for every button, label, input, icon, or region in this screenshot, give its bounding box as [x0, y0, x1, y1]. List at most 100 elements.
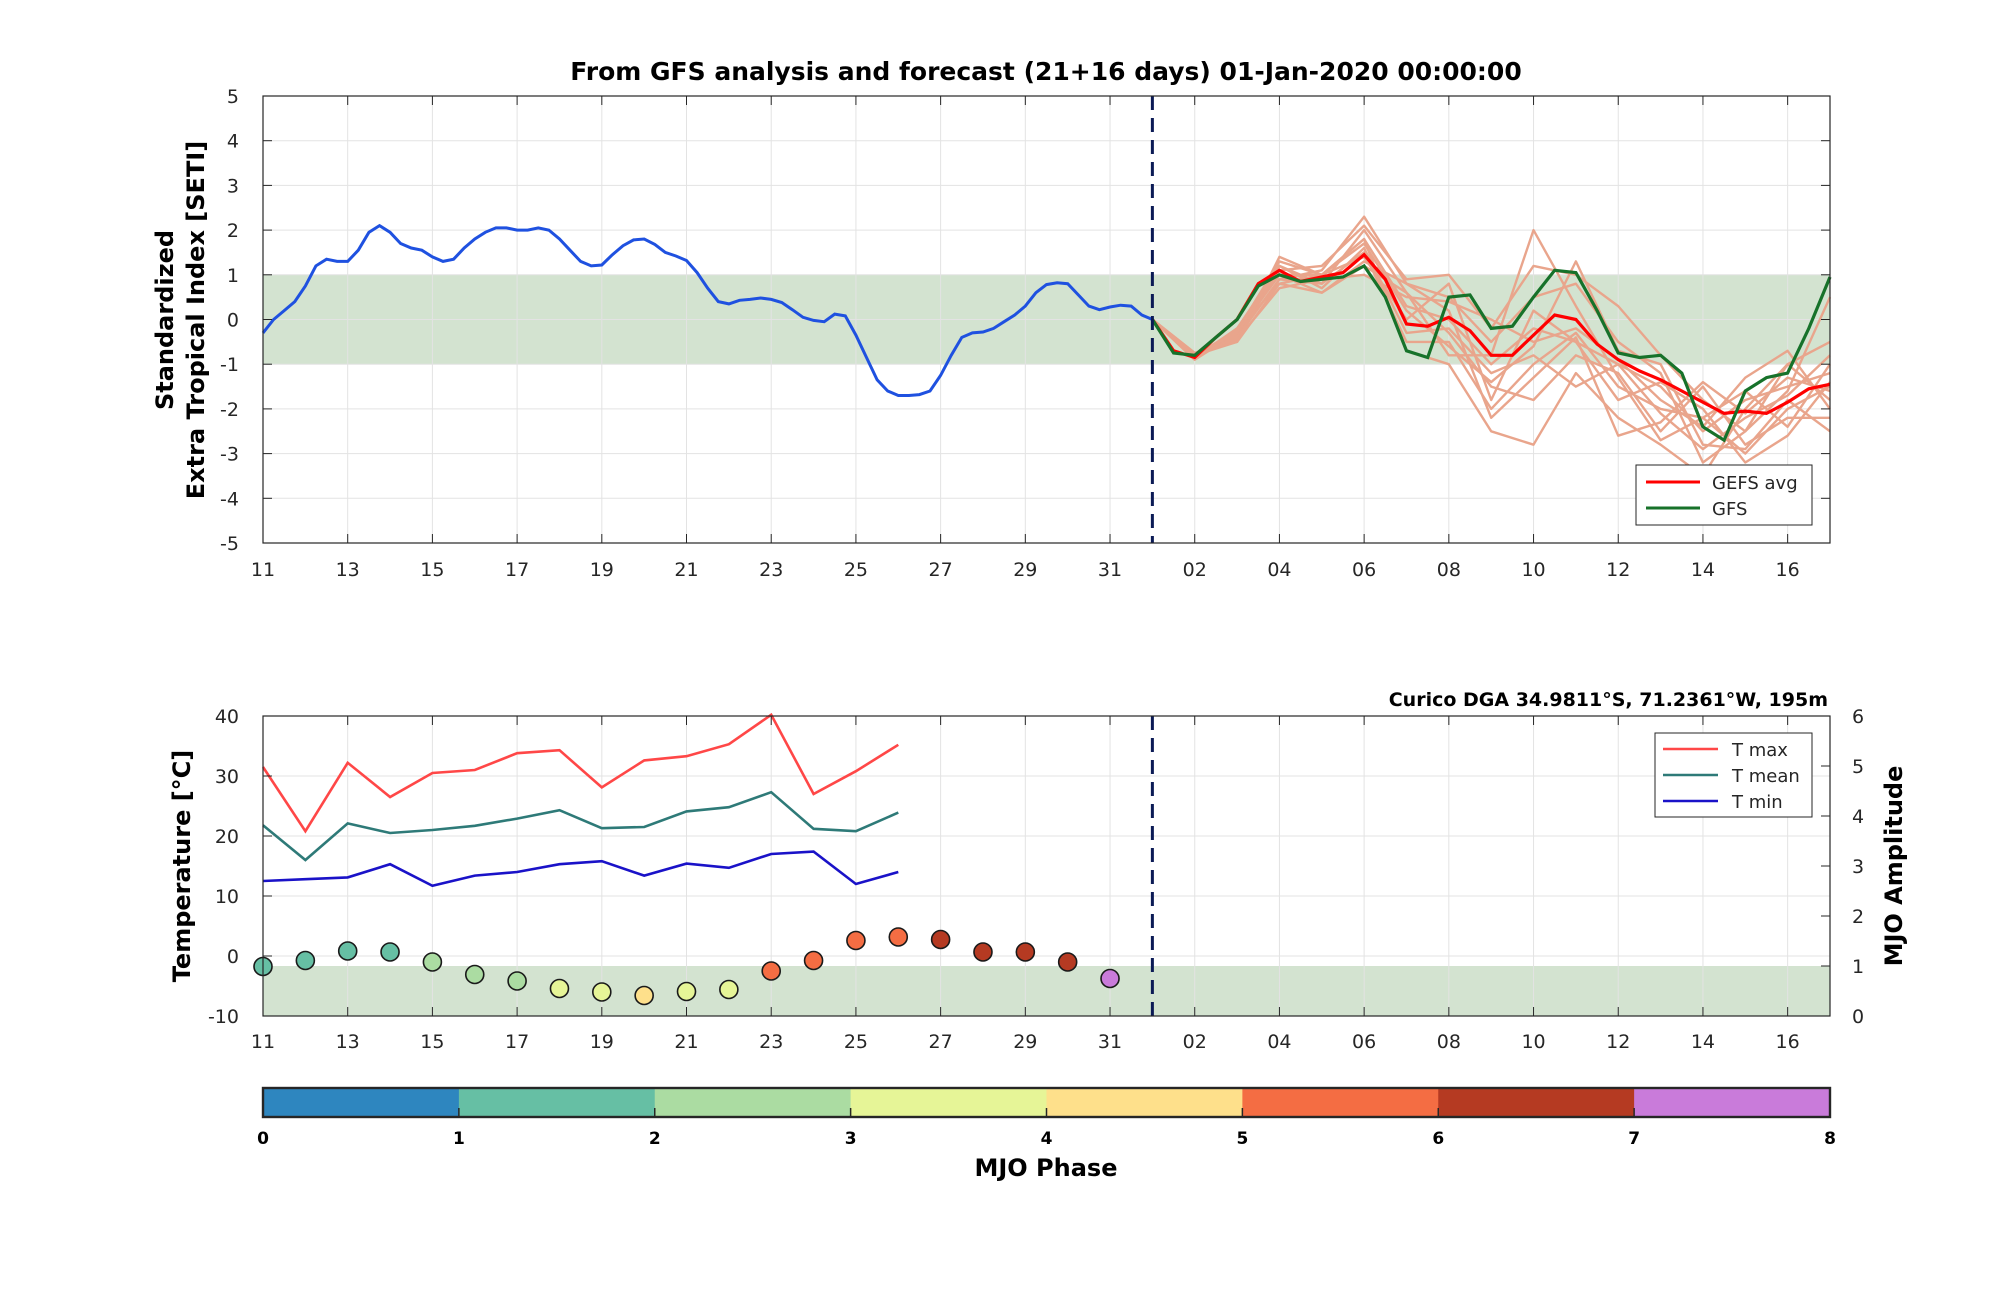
seti-x-tick-label: 14: [1691, 559, 1715, 581]
gefs-member-line: [1151, 246, 1831, 451]
seti-x-ticks: 11 13 15 17 19 21 23 25 27 29 31 02 04 06 08 10 12 14 16: [251, 96, 1800, 581]
colorbar-tick-label: 4: [1041, 1129, 1053, 1149]
temperature-x-tick-label: 02: [1183, 1031, 1207, 1053]
seti-y-tick-label: -4: [220, 488, 239, 510]
colorbar-tick-label: 1: [453, 1129, 465, 1149]
colorbar-segment-phase-7: [1438, 1088, 1635, 1117]
temperature-x-tick-label: 17: [505, 1031, 529, 1053]
seti-legend: GEFS avg GFS: [1635, 464, 1813, 526]
mjo-phase-colorbar: 0 1 2 3 4 5 6 7 8 MJO Phase: [257, 1086, 1836, 1182]
colorbar-tick-label: 0: [257, 1129, 269, 1149]
seti-legend-box: [1635, 464, 1813, 526]
mjo-point: [464, 964, 485, 985]
seti-x-tick-label: 17: [505, 559, 529, 581]
temperature-x-tick-label: 08: [1437, 1031, 1461, 1053]
temperature-legend: T max T mean T min: [1654, 732, 1813, 818]
seti-y-tick-label: -1: [220, 354, 239, 376]
legend-label-tmin: T min: [1731, 792, 1783, 813]
seti-y-tick-label: -5: [220, 533, 239, 555]
legend-label-tmean: T mean: [1731, 766, 1800, 787]
temperature-x-tick-label: 10: [1521, 1031, 1545, 1053]
colorbar-segment-phase-2: [458, 1088, 656, 1117]
seti-y-tick-label: -3: [220, 444, 239, 466]
mjo-point: [888, 927, 909, 947]
tmin-line: [262, 850, 899, 888]
temperature-x-tick-label: 25: [844, 1031, 868, 1053]
temperature-y-tick-label: -10: [208, 1006, 239, 1028]
seti-x-tick-label: 10: [1521, 559, 1545, 581]
colorbar-segment-phase-6: [1242, 1088, 1439, 1117]
seti-x-tick-label: 12: [1606, 559, 1630, 581]
station-title: Curico DGA 34.9811°S, 71.2361°W, 195m: [1389, 689, 1828, 711]
mjo-point: [676, 981, 697, 1002]
temperature-x-tick-label: 31: [1098, 1031, 1122, 1053]
colorbar-segment-phase-8: [1634, 1088, 1831, 1117]
seti-x-tick-label: 08: [1437, 559, 1461, 581]
colorbar-label: MJO Phase: [974, 1154, 1117, 1182]
colorbar-ticks: 0 1 2 3 4 5 6 7 8: [257, 1108, 1836, 1149]
seti-x-tick-label: 23: [759, 559, 783, 581]
seti-x-tick-label: 02: [1183, 559, 1207, 581]
temperature-y-tick-label: 40: [215, 706, 239, 728]
temperature-y-tick-label: 0: [227, 946, 239, 968]
seti-y-ticks: 5 4 3 2 1 0 -1 -2 -3 -4 -5: [220, 86, 1830, 555]
mjo-point: [1100, 968, 1120, 989]
mjo-y-tick-label: 1: [1852, 956, 1864, 978]
mjo-y-tick-label: 3: [1852, 856, 1864, 878]
colorbar-tick-label: 5: [1236, 1129, 1248, 1149]
mjo-point: [507, 971, 527, 991]
gefs-member-line: [1151, 260, 1831, 437]
mjo-point: [1015, 942, 1036, 962]
seti-y-tick-label: -2: [220, 399, 239, 421]
colorbar-segment-phase-5: [1046, 1088, 1243, 1117]
seti-x-tick-label: 21: [674, 559, 698, 581]
temperature-x-tick-label: 23: [759, 1031, 783, 1053]
mjo-amplitude-y-ticks: 6 5 4 3 2 1 0: [1821, 706, 1864, 1028]
gefs-member-line: [1151, 242, 1831, 451]
mjo-point: [761, 961, 782, 981]
mjo-point: [719, 979, 739, 1000]
seti-y-tick-label: 5: [227, 86, 239, 108]
colorbar-tick-label: 6: [1432, 1129, 1444, 1149]
colorbar-segments: [263, 1088, 1831, 1117]
seti-x-tick-label: 13: [336, 559, 360, 581]
mjo-amplitude-ylabel: MJO Amplitude: [1880, 766, 1908, 967]
seti-y-tick-label: 0: [227, 310, 239, 332]
temperature-x-tick-label: 29: [1013, 1031, 1037, 1053]
mjo-point: [592, 982, 612, 1002]
temperature-x-ticks: 11 13 15 17 19 21 23 25 27 29 31 02 04 06 08 10 12 14 16: [251, 716, 1800, 1053]
seti-x-tick-label: 04: [1267, 559, 1291, 581]
mjo-point: [337, 941, 358, 961]
colorbar-segment-phase-1: [263, 1088, 460, 1117]
seti-y-tick-label: 4: [227, 131, 239, 153]
temperature-y-tick-label: 30: [215, 766, 239, 788]
seti-x-tick-label: 16: [1776, 559, 1800, 581]
seti-x-tick-label: 19: [590, 559, 614, 581]
mjo-point: [422, 952, 443, 972]
legend-label-gfs: GFS: [1712, 499, 1747, 520]
colorbar-segment-phase-4: [850, 1088, 1047, 1117]
seti-x-tick-label: 11: [251, 559, 275, 581]
seti-y-tick-label: 2: [227, 220, 239, 242]
temperature-x-tick-label: 04: [1267, 1031, 1291, 1053]
temperature-x-tick-label: 14: [1691, 1031, 1715, 1053]
seti-x-tick-label: 25: [844, 559, 868, 581]
mjo-point: [634, 985, 654, 1006]
mjo-y-tick-label: 6: [1852, 706, 1864, 728]
seti-title: From GFS analysis and forecast (21+16 da…: [570, 57, 1521, 86]
colorbar-tick-label: 7: [1628, 1129, 1640, 1149]
colorbar-tick-label: 8: [1824, 1129, 1836, 1149]
mjo-point: [295, 950, 316, 971]
seti-x-tick-label: 06: [1352, 559, 1376, 581]
mjo-amplitude-points: [253, 927, 1120, 1006]
seti-ylabel-line2: Extra Tropical Index [SETI]: [182, 141, 210, 499]
legend-label-tmax: T max: [1731, 740, 1788, 761]
seti-y-tick-label: 3: [227, 175, 239, 197]
seti-x-tick-label: 31: [1098, 559, 1122, 581]
temperature-x-tick-label: 27: [929, 1031, 953, 1053]
seti-x-tick-label: 27: [929, 559, 953, 581]
gefs-avg-line: [1151, 252, 1831, 416]
